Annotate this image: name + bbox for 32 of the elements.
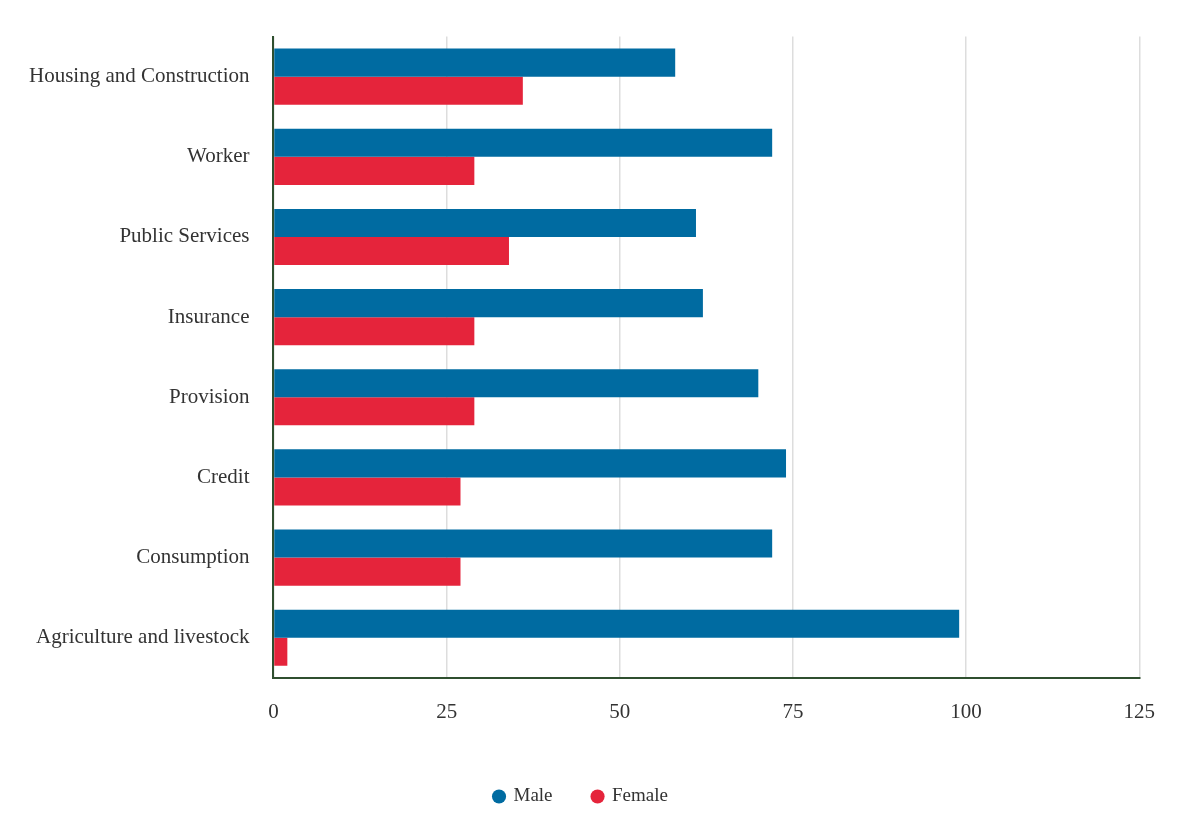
bar	[274, 449, 787, 478]
bar	[274, 236, 509, 266]
bar	[274, 156, 475, 185]
y-tick-label: Insurance	[167, 303, 250, 328]
y-tick-label: Provision	[168, 383, 250, 408]
x-tick-label: 0	[268, 698, 279, 723]
x-tick-label: 25	[436, 698, 458, 723]
legend-label: Female	[612, 784, 668, 806]
y-tick-label: Worker	[187, 143, 250, 168]
bar	[274, 557, 461, 586]
x-tick-label: 75	[782, 698, 804, 723]
bar	[274, 397, 475, 426]
y-tick-label: Housing and Construction	[28, 63, 250, 88]
bar	[274, 76, 523, 105]
bar	[274, 289, 703, 318]
bar	[274, 609, 960, 638]
bar	[274, 317, 475, 346]
y-tick-label: Public Services	[119, 223, 250, 248]
bar	[274, 529, 773, 558]
x-tick-label: 125	[1123, 698, 1155, 723]
x-tick-label: 100	[950, 698, 982, 723]
bar	[274, 477, 461, 506]
y-tick-label: Consumption	[136, 544, 250, 569]
bar	[274, 48, 676, 77]
legend-label: Male	[513, 784, 553, 806]
bar	[274, 128, 773, 157]
bar	[274, 369, 759, 398]
y-tick-label: Credit	[196, 463, 250, 488]
y-tick-label: Agriculture and livestock	[36, 624, 250, 649]
bar	[274, 637, 288, 666]
bar	[274, 208, 696, 237]
x-tick-label: 50	[609, 698, 631, 723]
